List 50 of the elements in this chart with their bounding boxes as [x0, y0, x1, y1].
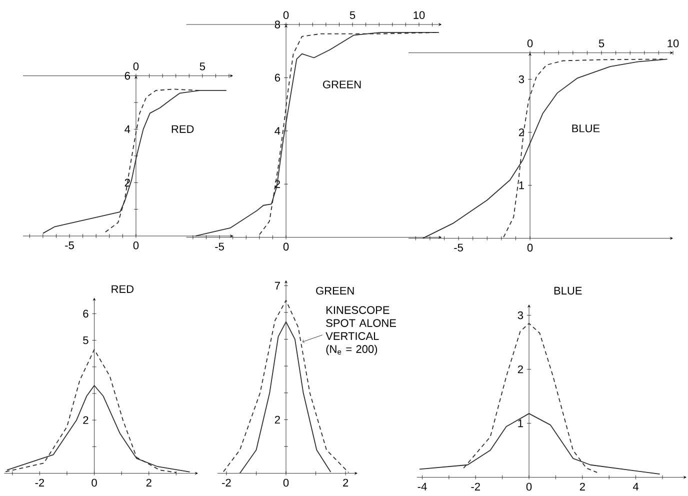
x2-tick-label: 10	[668, 39, 679, 48]
x-tick-label: -5	[65, 242, 74, 250]
y-tick-label: 6	[83, 310, 88, 318]
x-tick-label: 0	[92, 478, 97, 487]
x-tick-label: 4	[632, 482, 639, 490]
y-tick-label: 5	[83, 336, 88, 344]
x2-tick-label: 0	[133, 62, 139, 70]
y-tick-label: 2	[83, 416, 88, 424]
chart-title: BLUE	[554, 286, 582, 295]
x-tick-label: -2	[35, 478, 44, 486]
x2-tick-label: 0	[283, 11, 289, 19]
x2-tick-label: 10	[414, 11, 425, 19]
x-tick-label: -2	[222, 478, 231, 486]
x2-tick-label: 5	[598, 40, 604, 48]
y-tick-label: 1	[518, 420, 523, 428]
x2-tick-label: 5	[200, 62, 206, 70]
x-tick-label: 0	[283, 478, 289, 487]
x-tick-label: 0	[133, 242, 139, 250]
chart-title: RED	[112, 285, 134, 293]
x-tick-label: -5	[454, 244, 463, 252]
y-tick-label: 2	[274, 416, 280, 424]
text: BLUE	[572, 124, 600, 132]
x-tick-label: 2	[146, 478, 152, 486]
x-tick-label: 2	[343, 478, 348, 486]
line-series	[422, 58, 668, 239]
x-tick-label: 0	[526, 482, 532, 491]
y-tick-label: 4	[124, 125, 130, 133]
x-tick-label: 0	[283, 242, 289, 251]
x2-tick-label: 5	[350, 11, 356, 19]
text: RED	[172, 125, 194, 133]
y-tick-label: 1	[519, 182, 524, 190]
chart-title: GREEN	[316, 286, 354, 295]
y-tick-label: 2	[124, 178, 130, 186]
x-tick-label: 0	[527, 244, 533, 252]
y-tick-label: 8	[274, 20, 280, 28]
text: GREEN	[323, 80, 361, 88]
y-tick-label: 3	[518, 311, 524, 320]
x-tick-label: -2	[471, 482, 480, 490]
x-tick-label: -5	[215, 242, 224, 250]
x-tick-label: -4	[418, 482, 427, 490]
x-tick-label: 2	[580, 482, 585, 490]
y-tick-label: 2	[518, 365, 523, 374]
annotation: KINESCOPE SPOT ALONE VERTICAL (N$_{e}$ = 200)	[326, 306, 396, 356]
y-tick-label: 6	[274, 74, 280, 82]
y-tick-label: 4	[274, 127, 280, 135]
y-tick-label: 2	[518, 128, 524, 136]
y-tick-label: 3	[518, 75, 524, 84]
x2-tick-label: 0	[527, 39, 533, 48]
line-series	[42, 90, 227, 234]
y-tick-label: 7	[274, 282, 280, 290]
